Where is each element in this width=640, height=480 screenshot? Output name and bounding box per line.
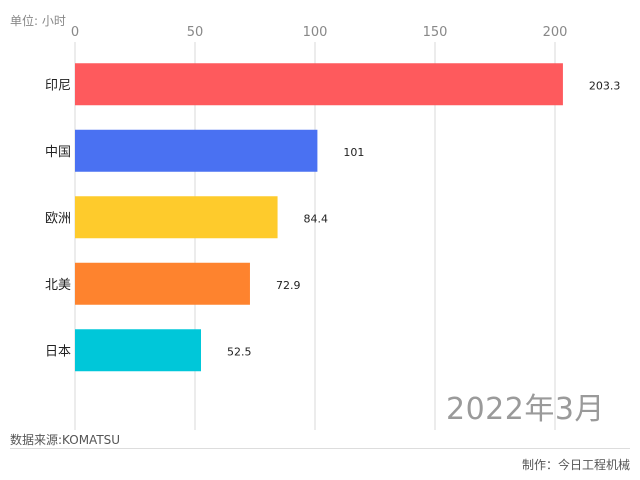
bar-5: [75, 329, 201, 372]
value-label: 84.4: [304, 212, 329, 225]
value-label: 52.5: [227, 345, 252, 358]
x-tick-label: 0: [71, 25, 79, 40]
x-tick-label: 50: [187, 25, 204, 40]
bars: [75, 63, 563, 372]
category-label: 欧洲: [45, 211, 71, 226]
category-label: 印尼: [45, 78, 71, 93]
value-labels: 203.3 101 84.4 72.9 52.5: [227, 79, 620, 358]
credit-label: 制作：今日工程机械: [521, 458, 630, 472]
x-tick-label: 150: [423, 25, 448, 40]
value-label: 72.9: [276, 279, 301, 292]
x-tick-label: 100: [303, 25, 328, 40]
category-label: 北美: [45, 278, 71, 293]
bar-2: [75, 129, 318, 172]
bar-1: [75, 63, 563, 106]
bar-3: [75, 196, 278, 239]
category-label: 日本: [45, 344, 71, 359]
footer-divider: [10, 448, 630, 449]
x-axis-ticks: 0 50 100 150 200: [71, 25, 568, 40]
x-tick-label: 200: [543, 25, 568, 40]
period-label: 2022年3月: [446, 392, 605, 427]
category-label: 中国: [45, 145, 71, 160]
unit-label: 单位: 小时: [10, 14, 66, 28]
value-label: 101: [343, 146, 364, 159]
bar-4: [75, 262, 250, 305]
source-label: 数据来源:KOMATSU: [10, 433, 121, 447]
value-label: 203.3: [589, 79, 621, 92]
